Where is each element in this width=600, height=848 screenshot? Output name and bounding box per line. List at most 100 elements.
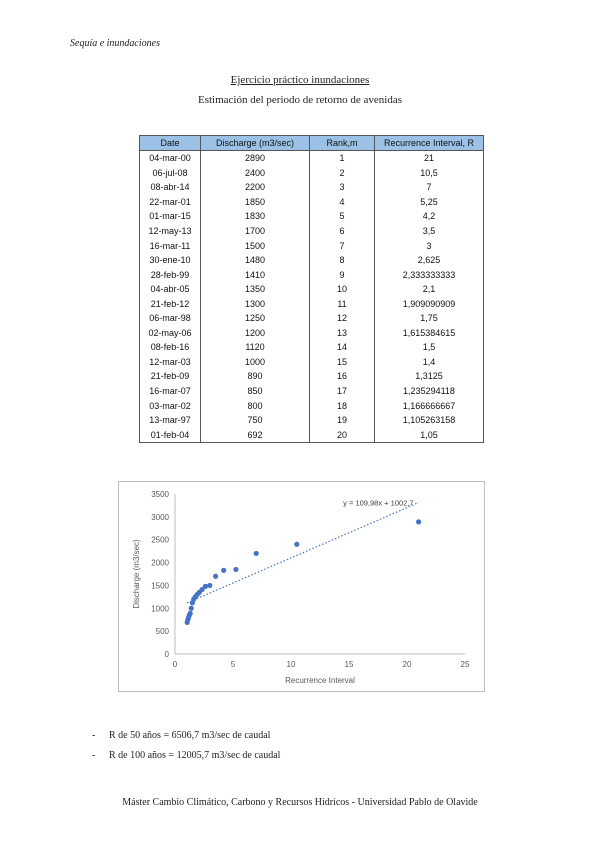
data-point bbox=[188, 605, 194, 611]
list-item: - R de 100 años = 12005,7 m3/sec de caud… bbox=[92, 750, 280, 770]
cell-recurrence: 1,75 bbox=[374, 311, 484, 326]
table-row: 21-feb-09 890 16 1,3125 bbox=[139, 369, 484, 384]
y-tick-label: 1000 bbox=[151, 604, 169, 613]
cell-discharge: 1480 bbox=[200, 252, 310, 268]
cell-rank: 20 bbox=[309, 427, 375, 443]
cell-discharge: 2400 bbox=[200, 165, 310, 181]
cell-recurrence: 4,2 bbox=[374, 209, 484, 224]
page-subtitle: Estimación del periodo de retorno de ave… bbox=[197, 94, 403, 106]
data-point bbox=[189, 600, 195, 606]
cell-recurrence: 1,166666667 bbox=[374, 398, 484, 413]
cell-recurrence: 1,615384615 bbox=[374, 325, 484, 341]
cell-date: 06-mar-98 bbox=[139, 311, 201, 326]
x-tick-label: 0 bbox=[173, 660, 178, 669]
cell-rank: 2 bbox=[309, 165, 375, 181]
running-header: Sequía e inundaciones bbox=[70, 38, 160, 49]
cell-discharge: 1410 bbox=[200, 267, 310, 282]
cell-recurrence: 1,105263158 bbox=[374, 412, 484, 428]
list-dash: - bbox=[92, 730, 96, 741]
cell-recurrence: 1,05 bbox=[374, 427, 484, 443]
x-tick-label: 15 bbox=[345, 660, 354, 669]
cell-discharge: 1350 bbox=[200, 281, 310, 297]
list-dash: - bbox=[92, 750, 96, 761]
cell-rank: 17 bbox=[309, 383, 375, 399]
page-footer: Máster Cambio Climático, Carbono y Recur… bbox=[122, 797, 478, 808]
table-row: 13-mar-97 750 19 1,105263158 bbox=[139, 412, 484, 428]
cell-rank: 4 bbox=[309, 194, 375, 210]
cell-recurrence: 1,909090909 bbox=[374, 296, 484, 312]
cell-rank: 19 bbox=[309, 412, 375, 428]
cell-recurrence: 21 bbox=[374, 150, 484, 166]
cell-rank: 10 bbox=[309, 281, 375, 297]
cell-date: 02-may-06 bbox=[139, 325, 201, 341]
results-list: - R de 50 años = 6506,7 m3/sec de caudal… bbox=[92, 730, 280, 770]
table-body: 04-mar-00 2890 1 21 06-jul-08 2400 2 10,5 08-abr… bbox=[139, 150, 484, 443]
cell-rank: 12 bbox=[309, 311, 375, 326]
table-row: 16-mar-11 1500 7 3 bbox=[139, 238, 484, 253]
cell-recurrence: 2,625 bbox=[374, 252, 484, 268]
cell-recurrence: 1,3125 bbox=[374, 369, 484, 384]
table-row: 16-mar-07 850 17 1,235294118 bbox=[139, 383, 484, 399]
y-axis-title: Discharge (m3/sec) bbox=[132, 539, 141, 609]
table-row: 01-feb-04 692 20 1,05 bbox=[139, 427, 484, 443]
cell-discharge: 750 bbox=[200, 412, 310, 428]
data-point bbox=[233, 566, 239, 573]
cell-date: 06-jul-08 bbox=[139, 165, 201, 181]
x-tick-label: 20 bbox=[403, 660, 412, 669]
cell-rank: 13 bbox=[309, 325, 375, 341]
cell-date: 21-feb-12 bbox=[139, 296, 201, 312]
data-point bbox=[221, 567, 227, 573]
cell-date: 21-feb-09 bbox=[139, 369, 201, 384]
cell-date: 01-mar-15 bbox=[139, 209, 201, 224]
cell-rank: 14 bbox=[309, 340, 375, 355]
cell-recurrence: 3,5 bbox=[374, 223, 484, 239]
cell-rank: 15 bbox=[309, 354, 375, 370]
cell-rank: 6 bbox=[309, 223, 375, 239]
cell-rank: 3 bbox=[309, 180, 375, 195]
cell-discharge: 1850 bbox=[200, 194, 310, 210]
table-row: 12-may-13 1700 6 3,5 bbox=[139, 223, 484, 239]
cell-recurrence: 3 bbox=[374, 238, 484, 253]
table-row: 02-may-06 1200 13 1,615384615 bbox=[139, 325, 484, 341]
data-point bbox=[213, 573, 219, 579]
cell-date: 13-mar-97 bbox=[139, 412, 201, 428]
cell-discharge: 1300 bbox=[200, 296, 310, 312]
cell-date: 16-mar-11 bbox=[139, 238, 201, 253]
chart-area: 0 500 1000 1500 2000 2500 3000 3500 0 5 10 15 20 25 Re… bbox=[118, 481, 485, 692]
cell-date: 03-mar-02 bbox=[139, 398, 201, 413]
cell-rank: 8 bbox=[309, 252, 375, 268]
table-row: 12-mar-03 1000 15 1,4 bbox=[139, 354, 484, 370]
cell-discharge: 1200 bbox=[200, 325, 310, 341]
cell-discharge: 692 bbox=[200, 427, 310, 443]
table-row: 30-ene-10 1480 8 2,625 bbox=[139, 252, 484, 268]
cell-discharge: 1250 bbox=[200, 311, 310, 326]
x-tick-label: 25 bbox=[461, 660, 470, 669]
cell-recurrence: 7 bbox=[374, 180, 484, 195]
y-tick-label: 3000 bbox=[151, 513, 169, 522]
cell-date: 22-mar-01 bbox=[139, 194, 201, 210]
table-header-row: Date Discharge (m3/sec) Rank,m Recurrenc… bbox=[139, 135, 484, 151]
table-row: 03-mar-02 800 18 1,166666667 bbox=[139, 398, 484, 413]
cell-discharge: 2200 bbox=[200, 180, 310, 195]
y-tick-label: 2500 bbox=[151, 536, 169, 545]
column-header-rank: Rank,m bbox=[309, 135, 375, 151]
table-row: 06-jul-08 2400 2 10,5 bbox=[139, 165, 484, 181]
cell-date: 28-feb-99 bbox=[139, 267, 201, 282]
table-row: 04-mar-00 2890 1 21 bbox=[139, 150, 484, 166]
data-point bbox=[202, 583, 209, 589]
cell-recurrence: 10,5 bbox=[374, 165, 484, 181]
column-header-recurrence: Recurrence Interval, R bbox=[374, 135, 484, 151]
result-50-years: R de 50 años = 6506,7 m3/sec de caudal bbox=[109, 730, 271, 741]
list-item: - R de 50 años = 6506,7 m3/sec de caudal bbox=[92, 730, 280, 750]
cell-date: 08-feb-16 bbox=[139, 340, 201, 355]
data-point bbox=[253, 550, 259, 557]
table-row: 06-mar-98 1250 12 1,75 bbox=[139, 311, 484, 326]
cell-date: 04-mar-00 bbox=[139, 150, 201, 166]
cell-date: 12-mar-03 bbox=[139, 354, 201, 370]
cell-discharge: 1000 bbox=[200, 354, 310, 370]
cell-date: 16-mar-07 bbox=[139, 383, 201, 399]
column-header-discharge: Discharge (m3/sec) bbox=[200, 135, 310, 151]
x-axis-title: Recurrence Interval bbox=[285, 676, 355, 685]
cell-discharge: 800 bbox=[200, 398, 310, 413]
cell-date: 30-ene-10 bbox=[139, 252, 201, 268]
